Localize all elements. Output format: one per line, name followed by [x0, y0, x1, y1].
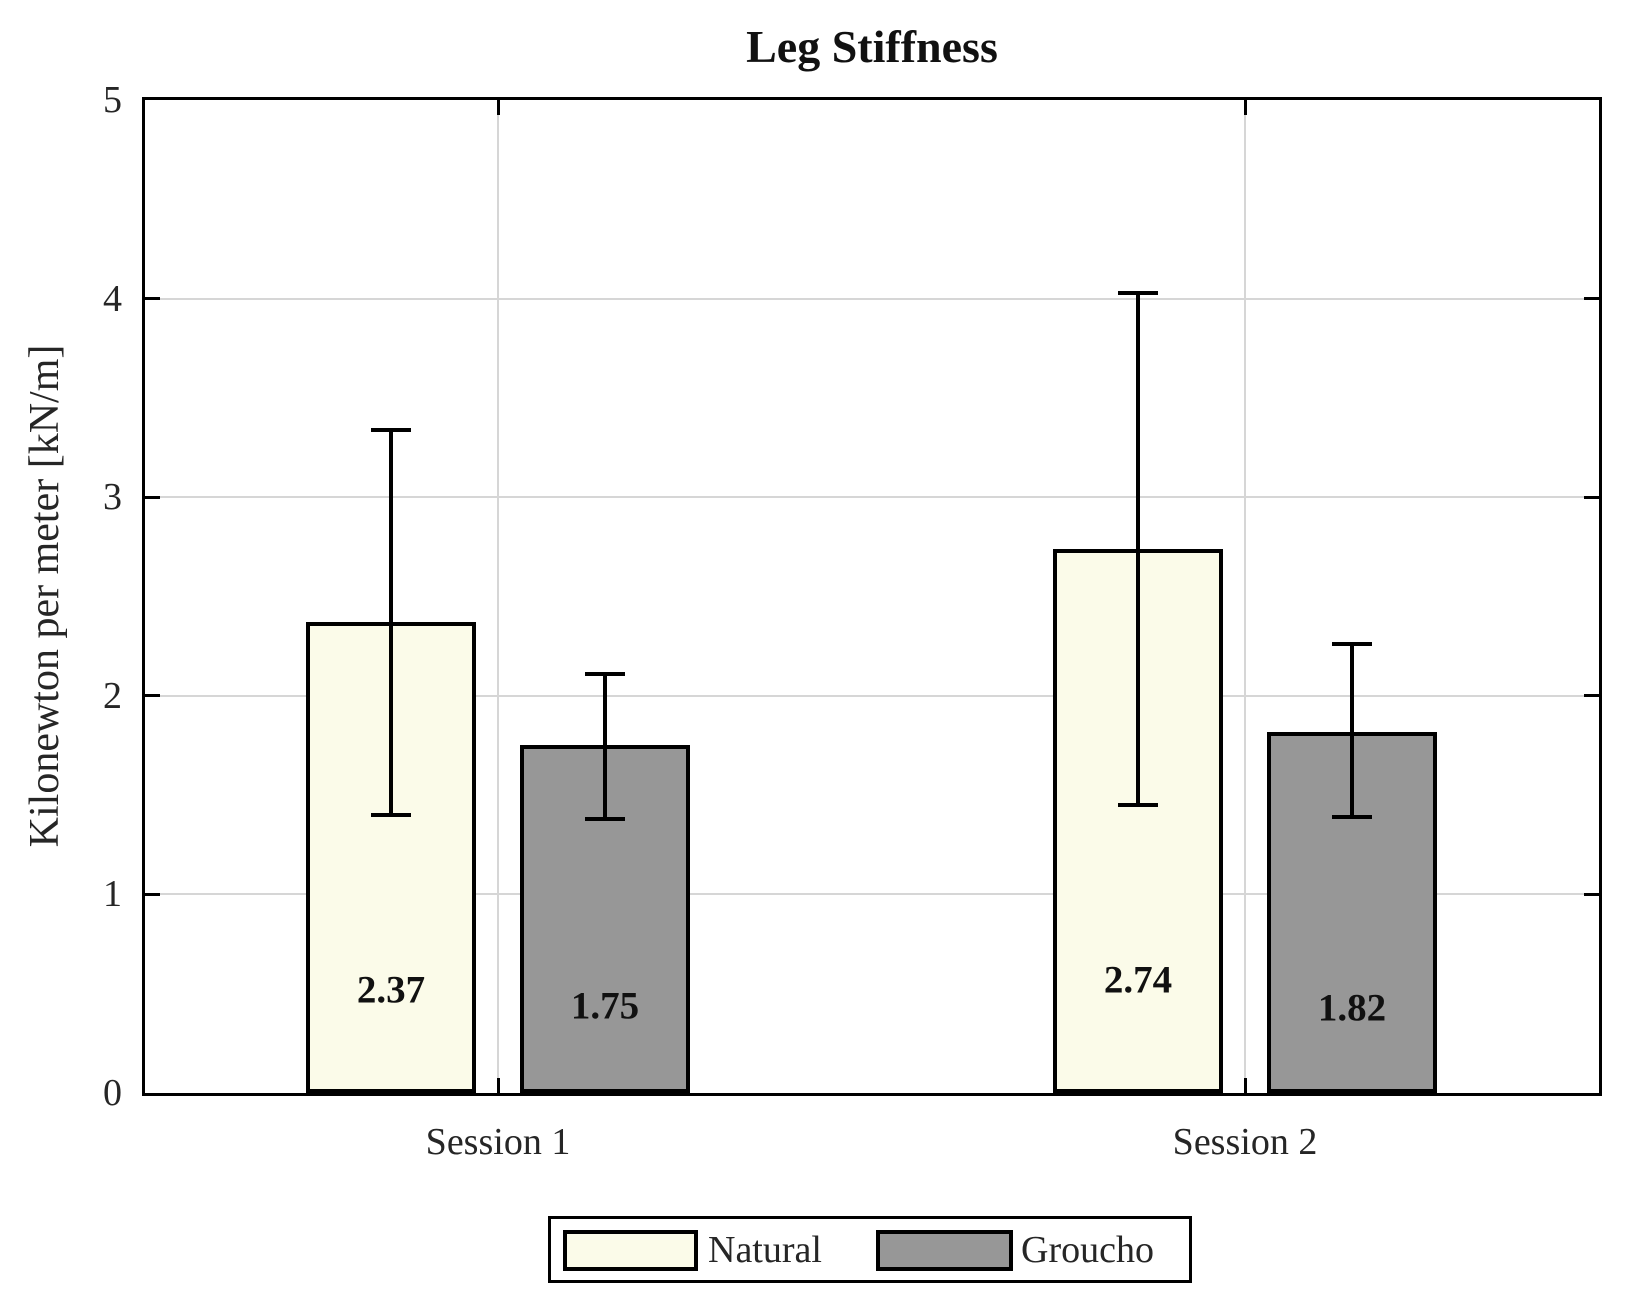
plot-area: 2.37 2.74 1.75 1.82	[142, 97, 1602, 1096]
error-cap-bottom-natural-session-1	[371, 812, 411, 817]
x-tick-label-session-2: Session 2	[1172, 1121, 1318, 1163]
y-axis-label: Kilonewton per meter [kN/m]	[22, 344, 68, 848]
error-cap-top-groucho-session-1	[585, 671, 625, 676]
tick-left-4	[145, 297, 160, 301]
legend-swatch-natural	[563, 1230, 698, 1271]
error-cap-bottom-groucho-session-1	[585, 816, 625, 821]
error-bar-groucho-session-1	[603, 671, 607, 821]
error-bar-natural-session-1	[389, 427, 393, 817]
legend: Natural Groucho	[548, 1216, 1192, 1283]
tick-right-3	[1584, 495, 1599, 499]
y-tick-label-5: 5	[103, 79, 122, 121]
tick-bottom-2	[1243, 1078, 1247, 1093]
y-tick-label-3: 3	[103, 476, 122, 519]
error-cap-bottom-natural-session-2	[1118, 803, 1158, 808]
error-cap-top-natural-session-1	[371, 427, 411, 432]
value-label-natural-session-1: 2.37	[356, 968, 426, 1012]
error-cap-bottom-groucho-session-2	[1332, 814, 1372, 819]
chart-title: Leg Stiffness	[746, 21, 998, 72]
tick-right-4	[1584, 297, 1599, 301]
tick-right-1	[1584, 892, 1599, 896]
gridline-y-3	[145, 496, 1599, 499]
legend-label-groucho: Groucho	[1021, 1229, 1154, 1271]
y-tick-label-2: 2	[103, 674, 122, 717]
tick-left-2	[145, 694, 160, 698]
y-tick-label-0: 0	[103, 1072, 122, 1114]
gridline-y-4	[145, 297, 1599, 300]
legend-label-natural: Natural	[708, 1229, 822, 1271]
error-cap-top-natural-session-2	[1118, 290, 1158, 295]
error-bar-natural-session-2	[1136, 290, 1140, 807]
y-tick-label-4: 4	[103, 277, 122, 320]
gridline-y-2	[145, 694, 1599, 697]
gridline-x-2	[1244, 100, 1246, 1093]
tick-right-2	[1584, 694, 1599, 698]
y-tick-label-1: 1	[103, 873, 122, 916]
tick-bottom-1	[496, 1078, 500, 1093]
tick-top-2	[1243, 100, 1247, 115]
x-tick-label-session-1: Session 1	[425, 1121, 571, 1163]
gridline-y-1	[145, 893, 1599, 896]
tick-top-1	[496, 100, 500, 115]
value-label-groucho-session-2: 1.82	[1317, 986, 1387, 1030]
gridline-x-1	[497, 100, 499, 1093]
error-bar-groucho-session-2	[1350, 642, 1354, 819]
value-label-natural-session-2: 2.74	[1103, 958, 1173, 1002]
error-cap-top-groucho-session-2	[1332, 642, 1372, 647]
value-label-groucho-session-1: 1.75	[570, 984, 640, 1028]
tick-left-3	[145, 495, 160, 499]
tick-left-1	[145, 892, 160, 896]
legend-swatch-groucho	[876, 1230, 1013, 1271]
